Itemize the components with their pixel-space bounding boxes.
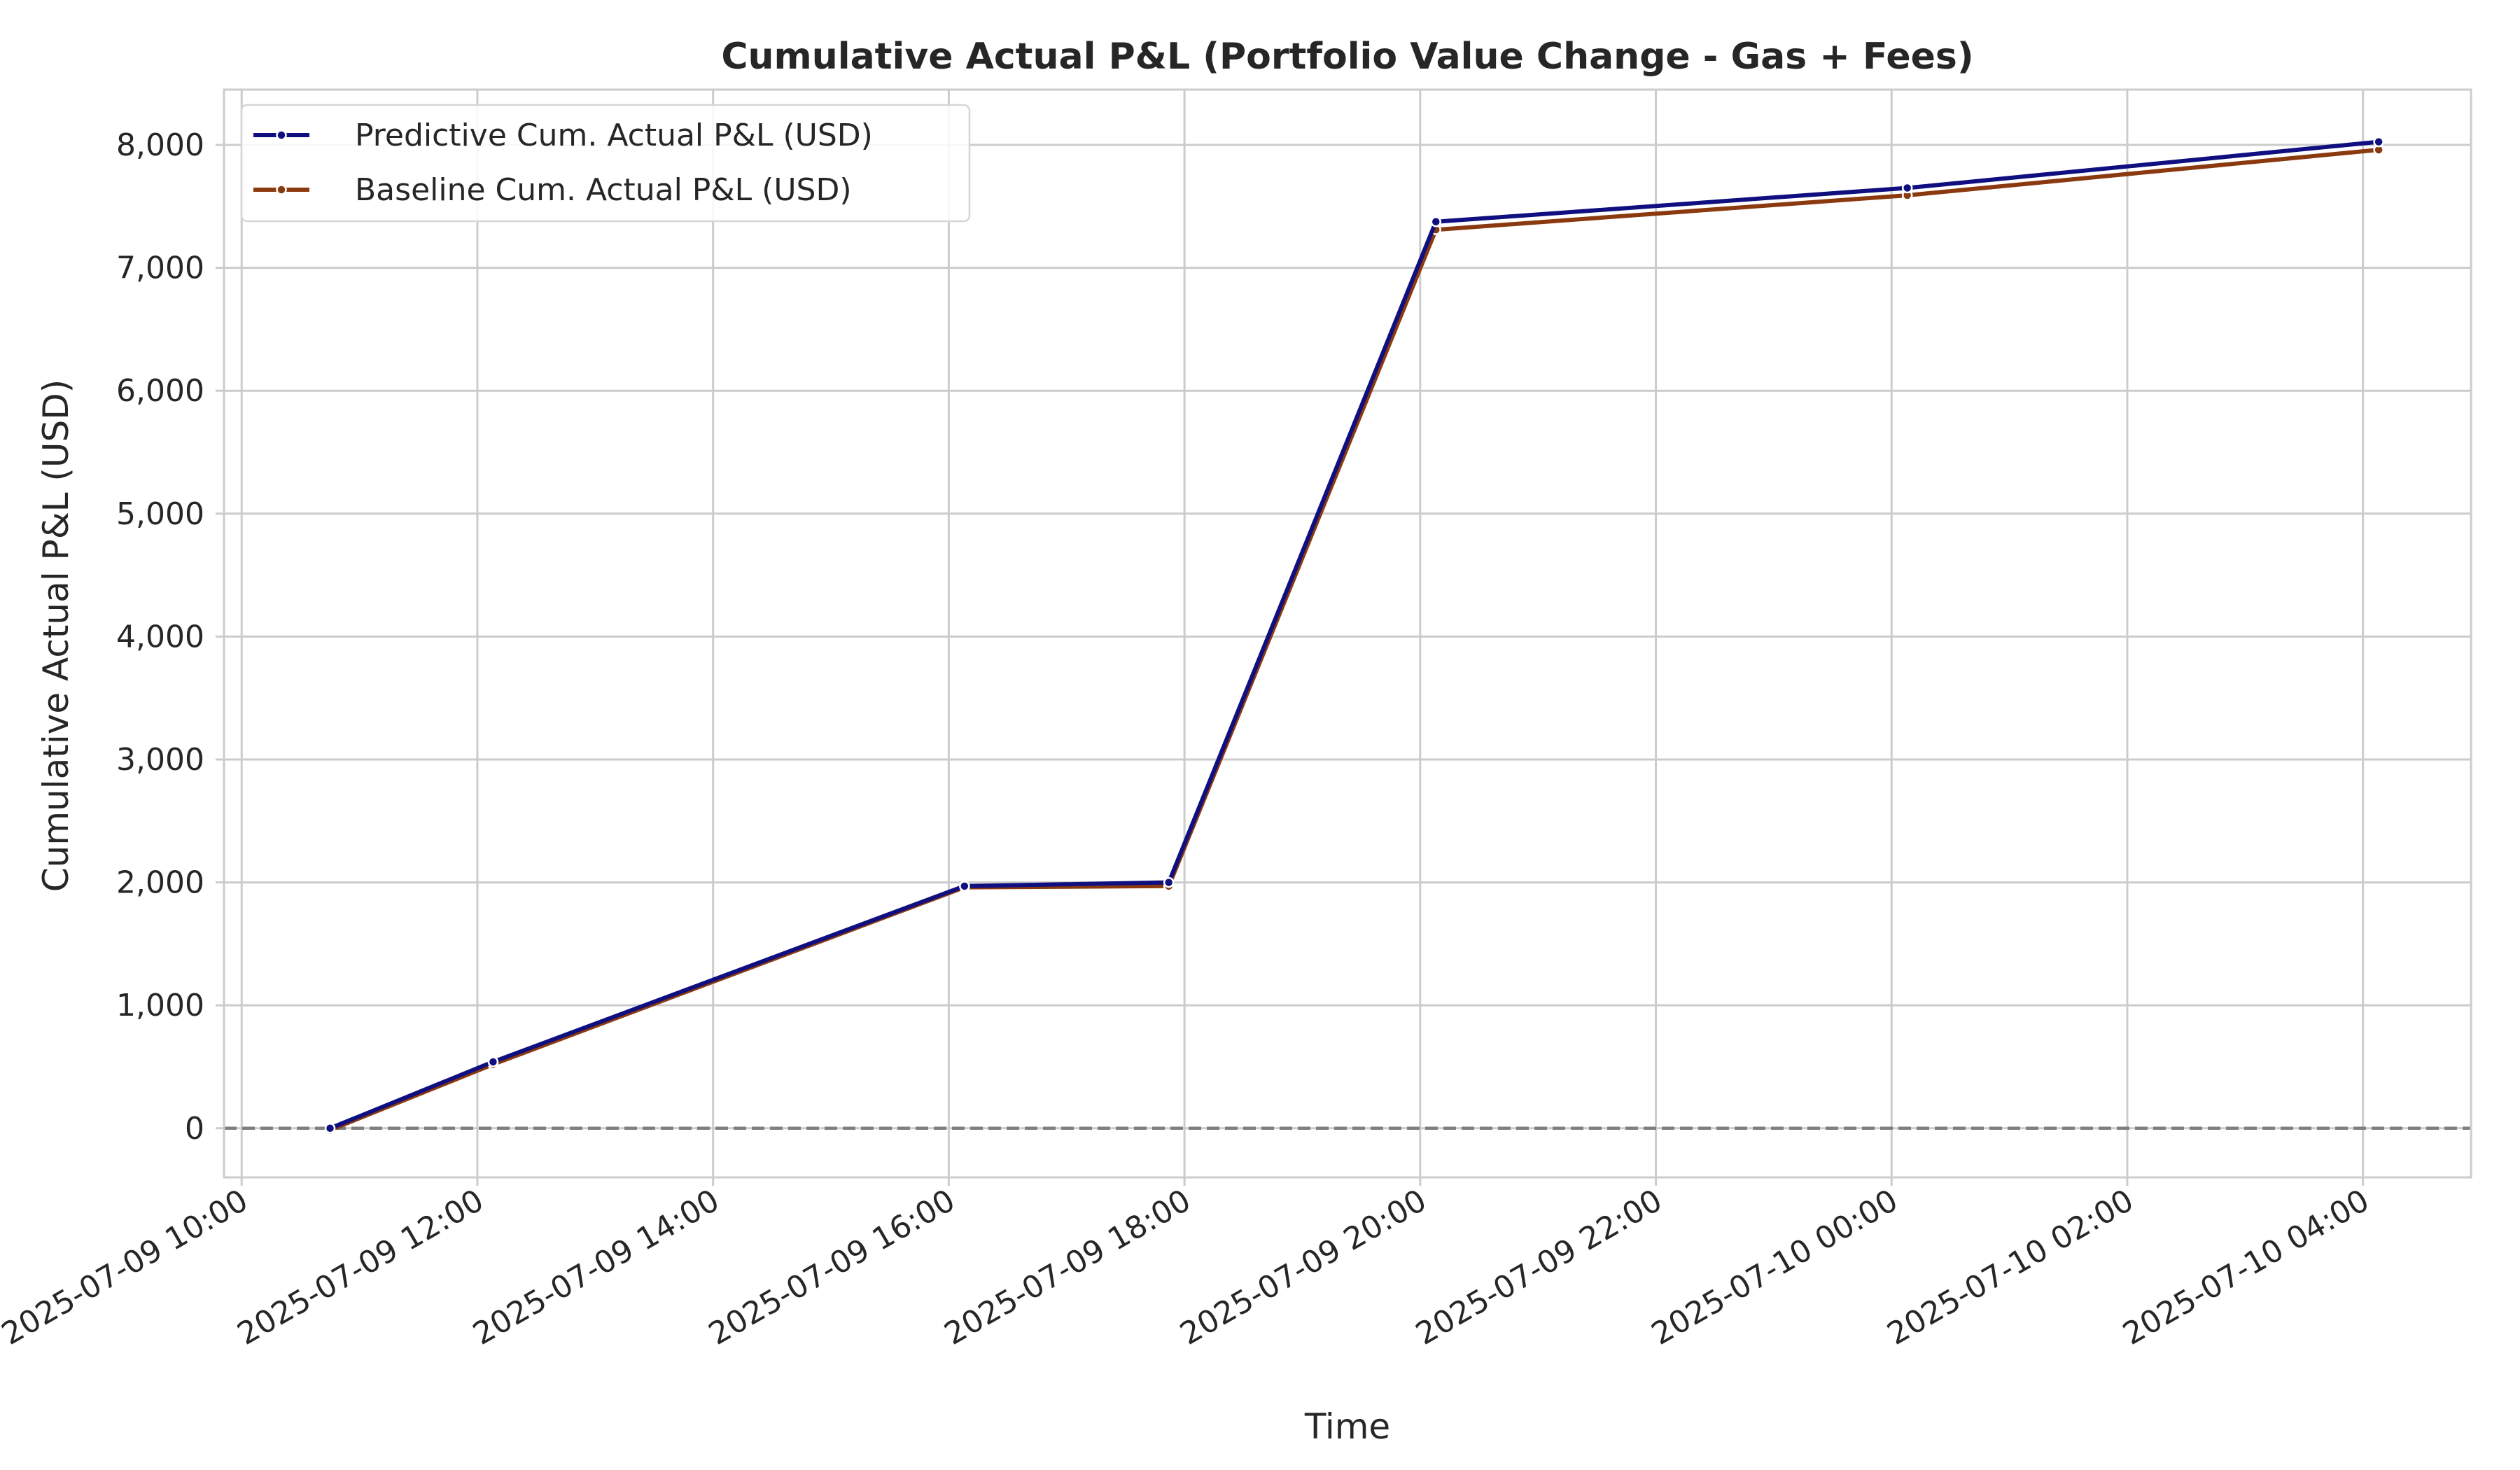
data-point — [1163, 876, 1175, 888]
legend-swatch-marker — [276, 184, 287, 195]
y-tick-label: 7,000 — [116, 251, 204, 286]
y-tick-label: 4,000 — [116, 619, 204, 654]
y-tick-label: 5,000 — [116, 496, 204, 532]
y-tick-label: 8,000 — [116, 127, 204, 163]
y-tick-label: 2,000 — [116, 865, 204, 901]
data-point — [324, 1123, 336, 1134]
data-point — [1430, 216, 1442, 227]
y-axis-ticks: 0 1,000 2,000 3,000 4,000 5,000 6,000 7,000 8,00… — [116, 127, 224, 1147]
data-point — [2373, 136, 2384, 148]
y-axis-label: Cumulative Actual P&L (USD) — [36, 379, 76, 892]
data-point — [959, 881, 970, 892]
x-axis-label: Time — [1304, 1406, 1390, 1447]
legend-label: Predictive Cum. Actual P&L (USD) — [355, 118, 873, 153]
legend-swatch-marker — [276, 130, 287, 141]
plot-frame — [223, 88, 2472, 1179]
series-0 — [324, 136, 2384, 1134]
y-tick-label: 6,000 — [116, 373, 204, 409]
y-tick-label: 1,000 — [116, 988, 204, 1023]
legend: Predictive Cum. Actual P&L (USD) Baseline… — [240, 104, 971, 223]
legend-box — [240, 104, 971, 223]
data-point — [1901, 182, 1913, 194]
y-tick-label: 3,000 — [116, 742, 204, 778]
series-layer — [324, 136, 2384, 1136]
chart-title: Cumulative Actual P&L (Portfolio Value C… — [721, 36, 1973, 78]
y-tick-label: 0 — [185, 1111, 204, 1147]
legend-label: Baseline Cum. Actual P&L (USD) — [355, 172, 852, 208]
data-point — [487, 1056, 499, 1068]
